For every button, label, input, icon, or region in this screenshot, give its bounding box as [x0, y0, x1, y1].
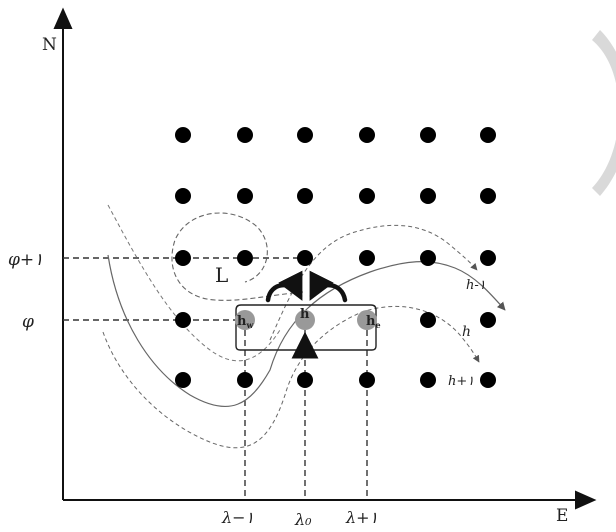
grid-dot [359, 188, 375, 204]
contour-label-h-minus: h-١ [466, 278, 486, 293]
lon-label-lambda-minus: λ−١ [221, 508, 254, 527]
contour-h [107, 254, 506, 408]
node-h-w [235, 310, 255, 330]
grid-dot [420, 312, 436, 328]
contour-label-h-plus: h+١ [448, 374, 474, 389]
grid-dot [420, 188, 436, 204]
grid-dot [480, 250, 496, 266]
grid-dot [237, 250, 253, 266]
arrow-from-west [265, 270, 303, 303]
lon-label-lambda-plus: λ+١ [345, 508, 378, 527]
contour-loop-L [171, 212, 304, 301]
grid-dot [175, 312, 191, 328]
contour-h-minus [269, 224, 478, 341]
lon-label-lambda-0: λ₀ [294, 510, 312, 529]
grid-dot [175, 188, 191, 204]
y-axis-label: N [42, 35, 57, 55]
contour-left-outer [107, 204, 281, 362]
arrow-from-east [309, 270, 348, 303]
grid-dot [420, 372, 436, 388]
grid-dot [480, 127, 496, 143]
node-h-center [295, 310, 315, 330]
grid-dot [297, 372, 313, 388]
axes [53, 7, 597, 510]
grid-dot [480, 188, 496, 204]
region-label-L: L [215, 263, 228, 287]
grid-dot [420, 250, 436, 266]
grid-dot [480, 312, 496, 328]
node-h-e [357, 310, 377, 330]
lat-label-phi: φ [22, 312, 34, 332]
contour-h-plus [102, 305, 480, 449]
decorative-arc [592, 30, 616, 196]
highlight-nodes [235, 310, 377, 330]
grid-dot [359, 372, 375, 388]
grid-dot [175, 250, 191, 266]
grid-dot [237, 127, 253, 143]
lat-label-phi-plus: φ+١ [8, 250, 43, 270]
contour-label-h: h [462, 324, 471, 340]
grid-dot [297, 250, 313, 266]
grid-dot [359, 250, 375, 266]
node-h-w-label: hw [237, 314, 254, 330]
grid-dot [175, 372, 191, 388]
grid-dot [237, 188, 253, 204]
node-h-e-label: he [366, 314, 381, 330]
dot-grid [175, 127, 496, 388]
grid-dot [297, 127, 313, 143]
grid-dot [175, 127, 191, 143]
grid-dot [480, 372, 496, 388]
grid-dot [237, 372, 253, 388]
grid-dot [297, 188, 313, 204]
x-axis-label: E [556, 506, 568, 526]
node-h-center-label: h [300, 307, 310, 322]
grid-dot [359, 127, 375, 143]
grid-dot [420, 127, 436, 143]
reference-dashed-lines [63, 257, 368, 500]
flow-arrows [265, 270, 348, 359]
contours [102, 204, 506, 449]
